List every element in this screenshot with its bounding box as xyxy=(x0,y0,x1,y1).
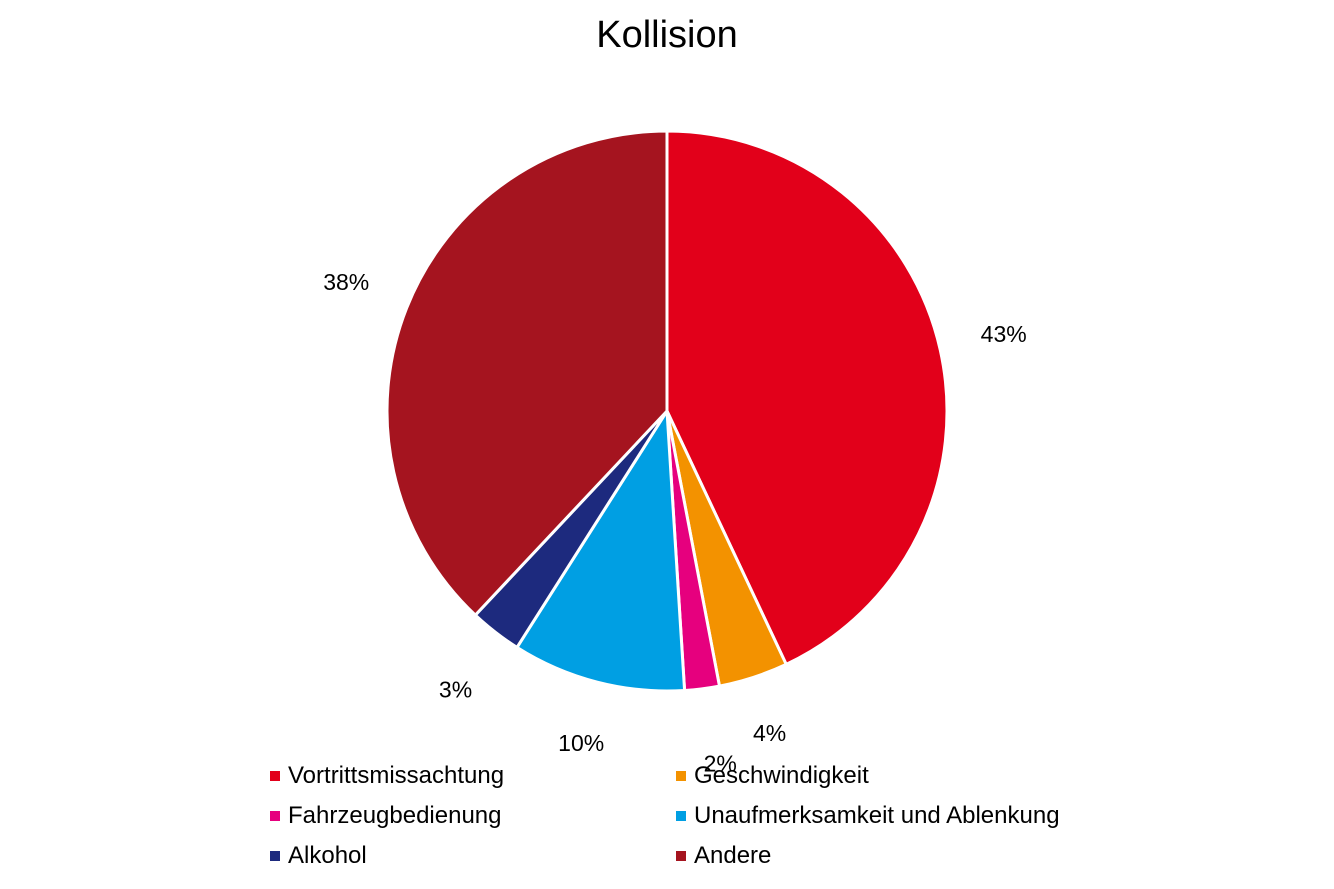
data-label-unaufmerksamkeit-und-ablenkung: 10% xyxy=(558,730,604,756)
data-label-geschwindigkeit: 4% xyxy=(753,720,786,746)
legend-item-geschwindigkeit: Geschwindigkeit xyxy=(676,762,869,790)
data-label-alkohol: 3% xyxy=(439,677,472,703)
legend-label: Alkohol xyxy=(288,842,367,869)
legend-label: Unaufmerksamkeit und Ablenkung xyxy=(694,802,1060,829)
legend-label: Andere xyxy=(694,842,772,869)
pie-slice-vortrittsmissachtung xyxy=(665,129,949,667)
legend-label: Geschwindigkeit xyxy=(694,762,869,789)
legend-swatch xyxy=(270,851,280,861)
legend-item-fahrzeugbedienung: Fahrzeugbedienung xyxy=(270,802,502,830)
legend-item-alkohol: Alkohol xyxy=(270,842,367,870)
legend-label: Fahrzeugbedienung xyxy=(288,802,502,829)
data-label-andere: 38% xyxy=(323,269,369,295)
chart-title: Kollision xyxy=(596,14,738,56)
legend-swatch xyxy=(270,771,280,781)
data-label-fahrzeugbedienung: 2% xyxy=(704,750,737,776)
legend-swatch xyxy=(676,851,686,861)
legend-swatch xyxy=(676,811,686,821)
legend-item-vortrittsmissachtung: Vortrittsmissachtung xyxy=(270,762,504,790)
legend-item-andere: Andere xyxy=(676,842,771,870)
pie-slice-andere xyxy=(385,129,669,618)
legend-swatch xyxy=(676,771,686,781)
data-label-vortrittsmissachtung: 43% xyxy=(981,321,1027,347)
legend-swatch xyxy=(270,811,280,821)
legend-label: Vortrittsmissachtung xyxy=(288,762,505,789)
legend-item-unaufmerksamkeit-und-ablenkung: Unaufmerksamkeit und Ablenkung xyxy=(676,802,1060,830)
pie-slice-unaufmerksamkeit-und-ablenkung xyxy=(514,406,687,693)
